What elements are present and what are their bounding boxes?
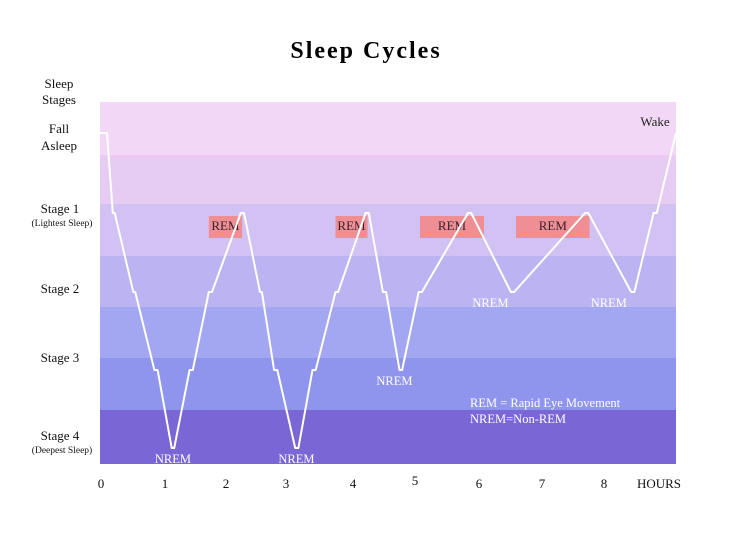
nrem-label: NREM — [591, 296, 627, 310]
stage-label: Asleep — [41, 138, 77, 153]
x-tick-label: 2 — [223, 476, 230, 491]
nrem-label: NREM — [155, 452, 191, 466]
x-tick-label: 5 — [412, 473, 419, 488]
nrem-labels: NREM NREM NREM NREM NREM — [155, 296, 627, 466]
stage-band — [100, 410, 676, 464]
nrem-label: NREM — [376, 374, 412, 388]
stage-band — [100, 158, 676, 204]
nrem-label: NREM — [278, 452, 314, 466]
x-tick-label: 3 — [283, 476, 290, 491]
x-tick-label: 7 — [539, 476, 546, 491]
x-axis-label: HOURS — [637, 476, 681, 491]
x-tick-label: 4 — [350, 476, 357, 491]
y-axis-header-line1: Sleep — [45, 76, 74, 91]
stage-sublabel: (Lightest Sleep) — [32, 218, 93, 229]
rem-label: REM — [438, 218, 467, 233]
rem-box — [420, 216, 484, 238]
nrem-label: NREM — [472, 296, 508, 310]
stage-label: Stage 1 — [41, 201, 80, 216]
rem-periods: REM REM REM REM — [208, 216, 590, 238]
chart-title: Sleep Cycles — [290, 38, 441, 64]
x-tick-label: 6 — [476, 476, 483, 491]
stage-sublabel: (Deepest Sleep) — [32, 445, 92, 456]
x-tick-label: 0 — [98, 476, 105, 491]
stage-labels: Fall Asleep Stage 1 (Lightest Sleep) Stage 2… — [32, 121, 93, 456]
rem-label: REM — [539, 218, 568, 233]
hypnogram — [100, 132, 677, 449]
stage-band — [100, 358, 676, 410]
stage-band — [100, 155, 676, 158]
stage-label: Stage 4 — [41, 428, 80, 443]
stage-band — [100, 102, 676, 155]
rem-label: REM — [211, 218, 240, 233]
legend-note-rem: REM = Rapid Eye Movement — [470, 396, 621, 410]
legend-note-nrem: NREM=Non-REM — [470, 412, 566, 426]
x-tick-label: 1 — [162, 476, 169, 491]
stage-label: Fall — [49, 121, 70, 136]
y-axis-header-line2: Stages — [42, 92, 76, 107]
hypnogram-line — [100, 132, 677, 449]
rem-box — [516, 216, 590, 238]
stage-label: Stage 2 — [41, 281, 80, 296]
x-axis-ticks: 0 1 2 3 4 5 6 7 8 — [98, 473, 608, 491]
stage-band — [100, 307, 676, 358]
wake-label: Wake — [640, 114, 669, 129]
stage-label: Stage 3 — [41, 350, 80, 365]
x-tick-label: 8 — [601, 476, 608, 491]
